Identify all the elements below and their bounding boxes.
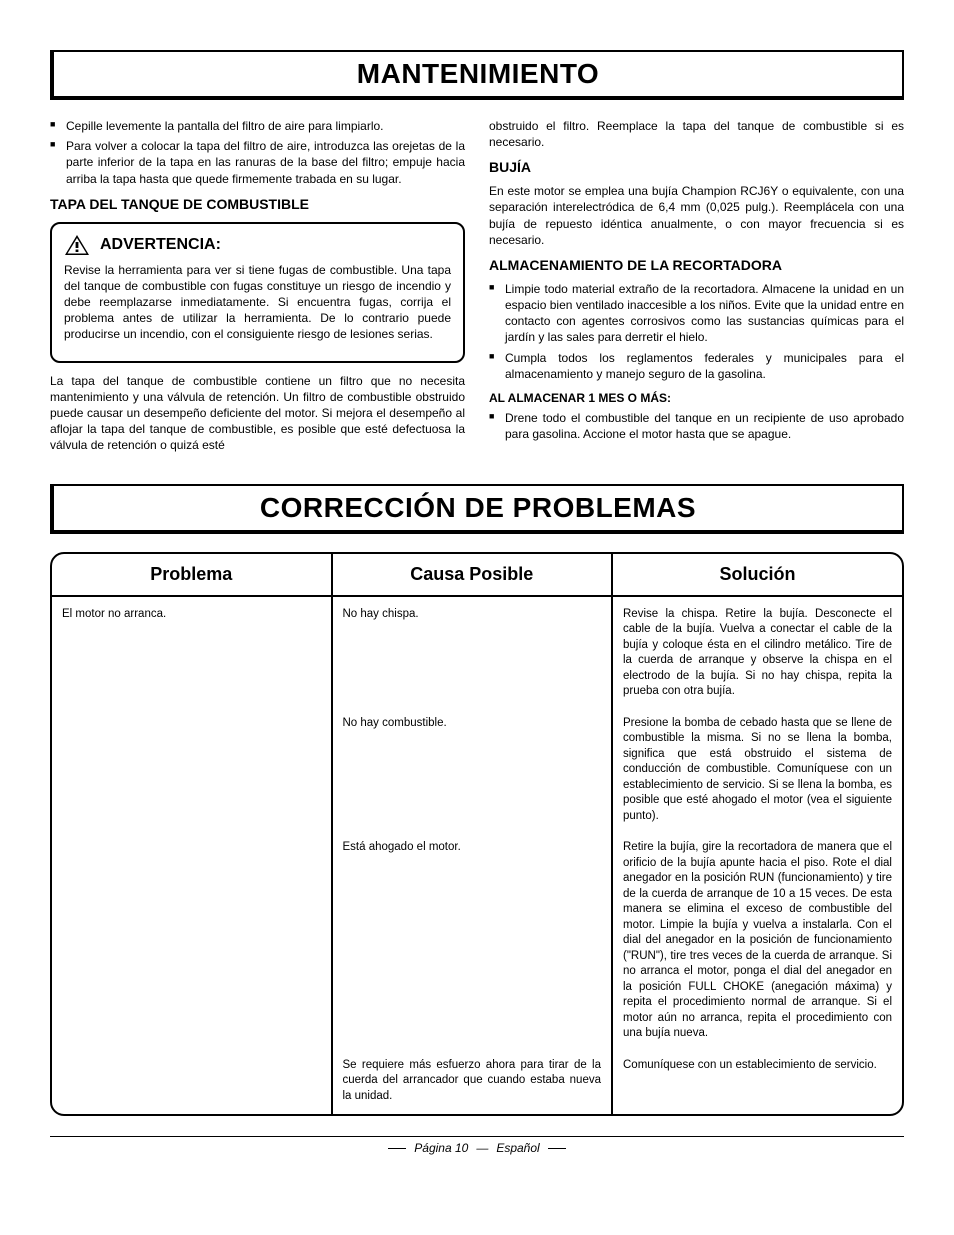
col-header-problem: Problema xyxy=(52,554,333,595)
heading-fuel-cap: TAPA DEL TANQUE DE COMBUSTIBLE xyxy=(50,195,465,214)
cell-solution: Presione la bomba de cebado hasta que se… xyxy=(613,710,902,835)
heading-bujia: BUJÍA xyxy=(489,158,904,177)
cell-cause: No hay chispa. xyxy=(333,597,614,710)
warning-text: Revise la herramienta para ver si tiene … xyxy=(64,262,451,343)
table-header-row: Problema Causa Posible Solución xyxy=(52,554,902,597)
footer-lang: Español xyxy=(496,1141,539,1155)
cell-cause: Está ahogado el motor. xyxy=(333,834,614,1052)
maintenance-columns: Cepille levemente la pantalla del filtro… xyxy=(50,118,904,460)
cell-problem: El motor no arranca. xyxy=(52,597,333,710)
section-title-maintenance: MANTENIMIENTO xyxy=(50,50,904,100)
table-row: No hay combustible. Presione la bomba de… xyxy=(52,710,902,835)
cell-solution: Revise la chispa. Retire la bujía. Desco… xyxy=(613,597,902,710)
title-troubleshoot: CORRECCIÓN DE PROBLEMAS xyxy=(54,492,902,524)
warning-header: ADVERTENCIA: xyxy=(64,234,451,256)
cell-problem-empty xyxy=(52,1052,333,1115)
table-row: El motor no arranca. No hay chispa. Revi… xyxy=(52,597,902,710)
footer-page: Página 10 xyxy=(414,1141,468,1155)
cell-cause: No hay combustible. xyxy=(333,710,614,835)
troubleshooting-table: Problema Causa Posible Solución El motor… xyxy=(50,552,904,1117)
storage-bullets: Limpie todo material extraño de la recor… xyxy=(489,281,904,382)
page-footer: Página 10 — Español xyxy=(50,1136,904,1155)
table-row: Se requiere más esfuerzo ahora para tira… xyxy=(52,1052,902,1115)
warning-label: ADVERTENCIA: xyxy=(100,234,221,256)
col-header-cause: Causa Posible xyxy=(333,554,614,595)
table-row: Está ahogado el motor. Retire la bujía, … xyxy=(52,834,902,1052)
bullet-item: Cepille levemente la pantalla del filtro… xyxy=(50,118,465,134)
storage-bullets-2: Drene todo el combustible del tanque en … xyxy=(489,410,904,442)
footer-dash-icon xyxy=(548,1148,566,1149)
warning-triangle-icon xyxy=(64,234,90,256)
bullet-item: Drene todo el combustible del tanque en … xyxy=(489,410,904,442)
air-filter-bullets: Cepille levemente la pantalla del filtro… xyxy=(50,118,465,187)
heading-storage: ALMACENAMIENTO DE LA RECORTADORA xyxy=(489,256,904,275)
fuel-cap-paragraph: La tapa del tanque de combustible contie… xyxy=(50,373,465,454)
table-body: El motor no arranca. No hay chispa. Revi… xyxy=(52,597,902,1115)
cell-solution: Retire la bujía, gire la recortadora de … xyxy=(613,834,902,1052)
cell-problem-empty xyxy=(52,834,333,1052)
bullet-item: Para volver a colocar la tapa del filtro… xyxy=(50,138,465,187)
bullet-item: Limpie todo material extraño de la recor… xyxy=(489,281,904,346)
bujia-paragraph: En este motor se emplea una bujía Champi… xyxy=(489,183,904,248)
bullet-item: Cumpla todos los reglamentos federales y… xyxy=(489,350,904,382)
continued-paragraph: obstruido el filtro. Reemplace la tapa d… xyxy=(489,118,904,150)
footer-sep: — xyxy=(476,1141,488,1155)
col-header-solution: Solución xyxy=(613,554,902,595)
cell-problem-empty xyxy=(52,710,333,835)
warning-box: ADVERTENCIA: Revise la herramienta para … xyxy=(50,222,465,363)
right-column: obstruido el filtro. Reemplace la tapa d… xyxy=(489,118,904,460)
cell-solution: Comuníquese con un establecimiento de se… xyxy=(613,1052,902,1115)
title-maintenance: MANTENIMIENTO xyxy=(54,58,902,90)
footer-dash-icon xyxy=(388,1148,406,1149)
left-column: Cepille levemente la pantalla del filtro… xyxy=(50,118,465,460)
storage-duration-label: AL ALMACENAR 1 MES O MÁS: xyxy=(489,390,904,406)
section-title-troubleshoot: CORRECCIÓN DE PROBLEMAS xyxy=(50,484,904,534)
cell-cause: Se requiere más esfuerzo ahora para tira… xyxy=(333,1052,614,1115)
